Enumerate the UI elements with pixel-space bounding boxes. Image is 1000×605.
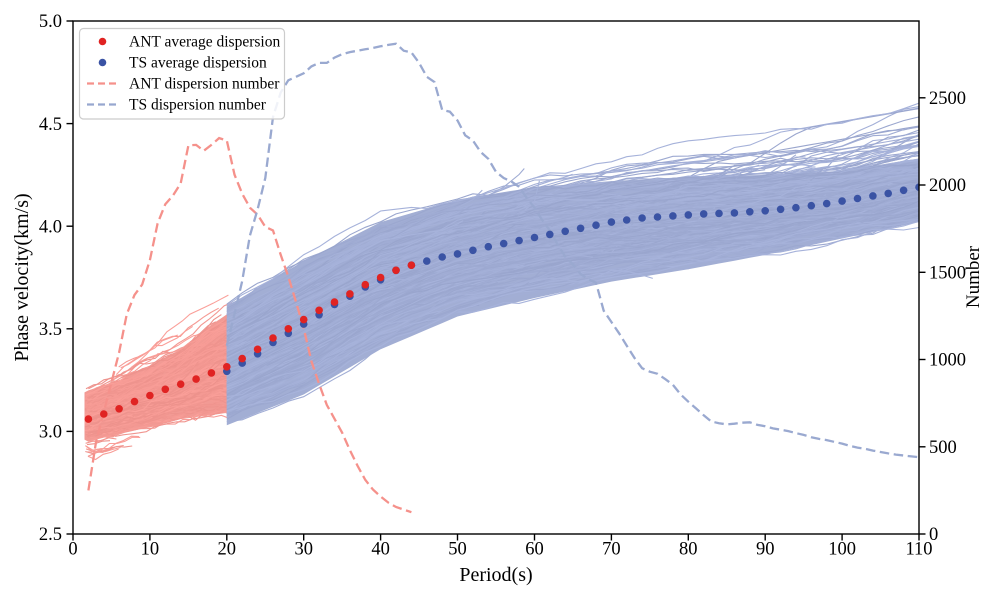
svg-text:Number: Number — [963, 245, 984, 308]
svg-text:4.0: 4.0 — [39, 217, 62, 237]
svg-text:TS average dispersion: TS average dispersion — [129, 55, 267, 72]
svg-text:3.5: 3.5 — [39, 320, 62, 340]
svg-text:1000: 1000 — [929, 351, 966, 371]
svg-text:50: 50 — [448, 540, 467, 560]
svg-text:90: 90 — [756, 540, 775, 560]
svg-text:Phase velocity(km/s): Phase velocity(km/s) — [11, 193, 33, 361]
svg-text:2500: 2500 — [929, 89, 966, 109]
svg-text:2.5: 2.5 — [39, 525, 62, 545]
svg-text:3.0: 3.0 — [39, 423, 62, 443]
svg-text:20: 20 — [218, 540, 237, 560]
svg-text:4.5: 4.5 — [39, 115, 62, 135]
svg-text:1500: 1500 — [929, 264, 966, 284]
svg-text:80: 80 — [679, 540, 698, 560]
svg-text:10: 10 — [141, 540, 160, 560]
svg-text:60: 60 — [525, 540, 544, 560]
svg-text:500: 500 — [929, 438, 957, 458]
svg-text:Period(s): Period(s) — [459, 564, 532, 586]
svg-text:ANT dispersion number: ANT dispersion number — [129, 76, 280, 93]
svg-text:0: 0 — [929, 525, 938, 545]
svg-text:30: 30 — [294, 540, 313, 560]
svg-text:TS dispersion number: TS dispersion number — [129, 97, 267, 114]
svg-text:ANT average dispersion: ANT average dispersion — [129, 34, 280, 51]
svg-text:110: 110 — [905, 540, 932, 560]
svg-text:40: 40 — [371, 540, 390, 560]
svg-text:5.0: 5.0 — [39, 12, 62, 32]
svg-text:70: 70 — [602, 540, 621, 560]
svg-text:100: 100 — [828, 540, 856, 560]
svg-text:0: 0 — [68, 540, 77, 560]
svg-text:2000: 2000 — [929, 176, 966, 196]
